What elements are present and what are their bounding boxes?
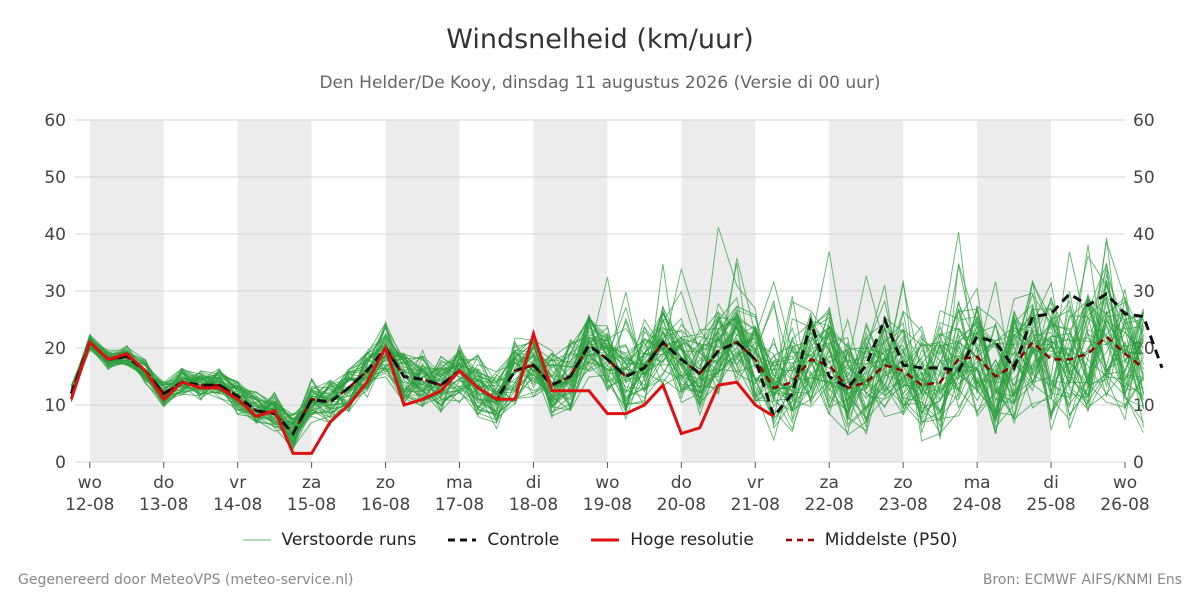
legend-item-hoge-resolutie: Hoge resolutie xyxy=(591,530,754,550)
x-tick-day-label: di xyxy=(1043,473,1059,493)
x-tick-day-label: di xyxy=(526,473,542,493)
ensemble-member-line xyxy=(70,320,1144,446)
legend-swatch-middelste xyxy=(785,538,814,542)
x-tick-day-label: vr xyxy=(747,473,764,493)
chart-subtitle: Den Helder/De Kooy, dinsdag 11 augustus … xyxy=(319,73,881,93)
x-tick-day-label: do xyxy=(153,473,174,493)
ensemble-member-line xyxy=(70,291,1144,421)
x-tick-day-label: zo xyxy=(894,473,913,493)
x-tick-date-label: 13-08 xyxy=(139,495,188,515)
x-tick-date-label: 12-08 xyxy=(65,495,114,515)
ensemble-member-line xyxy=(70,300,1144,448)
x-tick-day-label: vr xyxy=(229,473,246,493)
y-tick-label-left: 0 xyxy=(55,453,66,473)
x-tick-date-label: 16-08 xyxy=(361,495,410,515)
x-tick-date-label: 26-08 xyxy=(1100,495,1149,515)
legend-label-verstoorde-runs: Verstoorde runs xyxy=(281,530,417,550)
x-tick-day-label: do xyxy=(671,473,692,493)
x-tick-date-label: 21-08 xyxy=(731,495,780,515)
x-tick-date-label: 22-08 xyxy=(805,495,854,515)
x-tick-day-label: zo xyxy=(376,473,395,493)
x-tick-day-label: za xyxy=(302,473,321,493)
legend-swatch-hoge-resolutie xyxy=(591,538,620,542)
x-tick-date-label: 17-08 xyxy=(435,495,484,515)
y-tick-label-left: 30 xyxy=(44,282,66,302)
series-line-controle xyxy=(69,291,1164,437)
x-tick-day-label: ma xyxy=(964,473,991,493)
x-tick-date-label: 18-08 xyxy=(509,495,558,515)
ensemble-member-line xyxy=(70,314,1144,428)
x-tick-day-label: za xyxy=(820,473,839,493)
footer-generated-by: Gegenereerd door MeteoVPS (meteo-service… xyxy=(18,572,354,588)
x-tick-day-label: wo xyxy=(78,473,102,493)
x-tick-day-label: wo xyxy=(595,473,619,493)
x-tick-date-label: 20-08 xyxy=(657,495,706,515)
y-tick-label-left: 10 xyxy=(44,396,66,416)
x-tick-date-label: 25-08 xyxy=(1026,495,1075,515)
x-tick-day-label: wo xyxy=(1113,473,1137,493)
legend-swatch-ensemble xyxy=(242,539,271,541)
y-tick-label-left: 50 xyxy=(44,168,66,188)
legend-swatch-controle xyxy=(448,538,477,542)
y-tick-label-left: 60 xyxy=(44,111,66,131)
x-tick-date-label: 19-08 xyxy=(583,495,632,515)
y-tick-label-right: 0 xyxy=(1133,453,1144,473)
y-tick-label-right: 40 xyxy=(1133,225,1155,245)
chart-legend: Verstoorde runs Controle Hoge resolutie … xyxy=(0,530,1200,550)
footer-source: Bron: ECMWF AIFS/KNMI Ens xyxy=(982,572,1182,588)
ensemble-member-line xyxy=(70,254,1144,422)
legend-label-hoge-resolutie: Hoge resolutie xyxy=(630,530,754,550)
y-tick-label-right: 30 xyxy=(1133,282,1155,302)
legend-label-middelste: Middelste (P50) xyxy=(824,530,958,550)
y-tick-label-right: 60 xyxy=(1133,111,1155,131)
ensemble-member-line xyxy=(70,281,1144,442)
x-tick-date-label: 15-08 xyxy=(287,495,336,515)
x-tick-date-label: 23-08 xyxy=(878,495,927,515)
ensemble-member-line xyxy=(70,244,1144,431)
x-tick-date-label: 14-08 xyxy=(213,495,262,515)
y-tick-label-right: 50 xyxy=(1133,168,1155,188)
chart-title: Windsnelheid (km/uur) xyxy=(446,24,754,55)
series-line-middelste xyxy=(70,334,1145,436)
legend-item-middelste: Middelste (P50) xyxy=(785,530,958,550)
y-tick-label-left: 20 xyxy=(44,339,66,359)
y-tick-label-left: 40 xyxy=(44,225,66,245)
x-tick-day-label: ma xyxy=(446,473,473,493)
legend-label-controle: Controle xyxy=(487,530,560,550)
x-tick-date-label: 24-08 xyxy=(952,495,1001,515)
legend-item-verstoorde-runs: Verstoorde runs xyxy=(242,530,417,550)
legend-item-controle: Controle xyxy=(448,530,559,550)
series-line-hoge-resolutie xyxy=(69,328,775,455)
